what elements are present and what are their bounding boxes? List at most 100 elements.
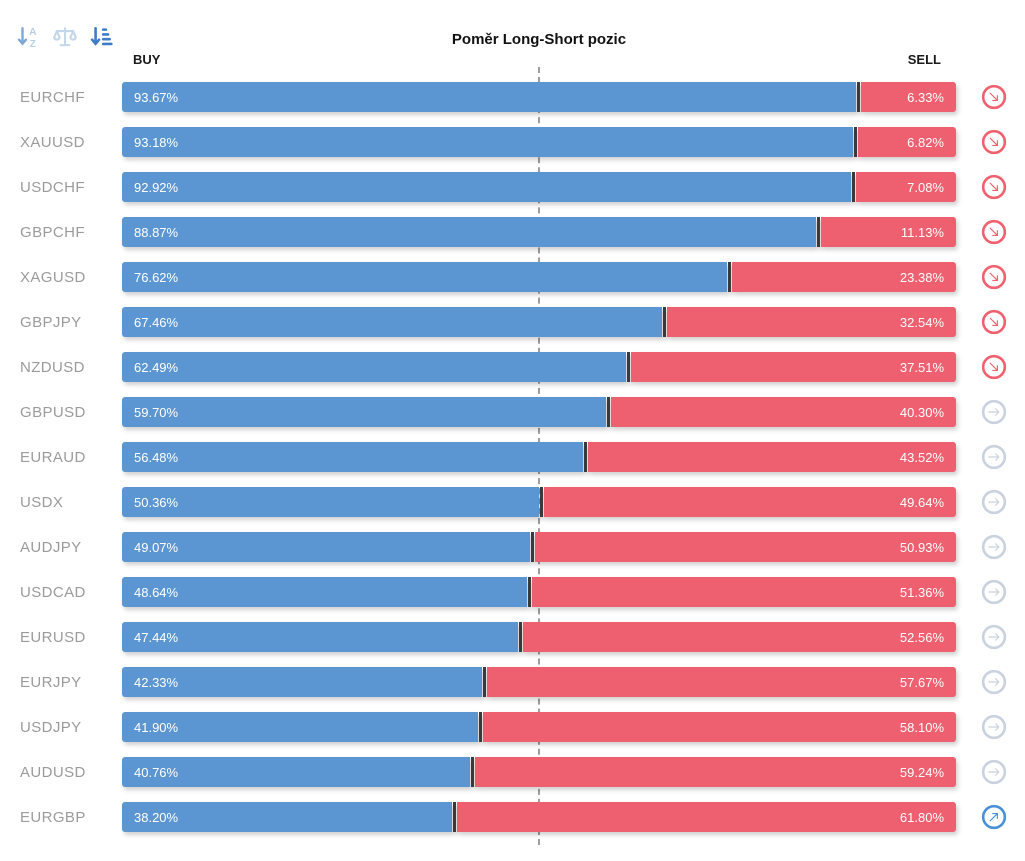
buy-bar-segment: 48.64% (122, 577, 527, 607)
buy-bar-segment: 76.62% (122, 262, 728, 292)
sell-percent-value: 11.13% (900, 224, 944, 240)
sell-bar-segment: 6.33% (861, 82, 956, 112)
bar-divider (519, 622, 523, 652)
long-short-ratio-bar: 59.70% 40.30% (122, 397, 956, 427)
buy-bar-segment: 59.70% (122, 397, 607, 427)
sell-bar-segment: 37.51% (631, 352, 956, 382)
pair-label: USDCAD (20, 583, 86, 601)
sort-alphabetical-icon[interactable]: A Z (16, 24, 42, 50)
buy-bar-segment: 41.90% (122, 712, 479, 742)
sell-percent-value: 57.67% (899, 674, 944, 690)
buy-percent-value: 93.67% (134, 89, 179, 105)
buy-bar-segment: 50.36% (122, 487, 540, 517)
sentiment-row: EURJPY 42.33% 57.67% (0, 667, 1007, 697)
signal-arrow-down-right-icon (981, 219, 1007, 245)
buy-percent-value: 88.87% (134, 224, 179, 240)
long-short-ratio-bar: 40.76% 59.24% (122, 757, 956, 787)
signal-arrow-down-right-icon (981, 84, 1007, 110)
buy-bar-segment: 40.76% (122, 757, 471, 787)
bar-divider (527, 577, 531, 607)
long-short-ratio-bar: 48.64% 51.36% (122, 577, 956, 607)
pair-label: EURGBP (20, 808, 86, 826)
pair-label: NZDUSD (20, 358, 85, 376)
signal-arrow-right-icon (981, 579, 1007, 605)
signal-arrow-right-icon (981, 714, 1007, 740)
pair-label: EURUSD (20, 628, 86, 646)
sentiment-row: XAUUSD 93.18% 6.82% (0, 127, 1007, 157)
buy-bar-segment: 62.49% (122, 352, 627, 382)
buy-bar-segment: 67.46% (122, 307, 662, 337)
pair-label: EURJPY (20, 673, 82, 691)
pair-label: GBPCHF (20, 223, 85, 241)
signal-arrow-right-icon (981, 669, 1007, 695)
buy-percent-value: 42.33% (134, 674, 179, 690)
signal-arrow-up-right-icon (981, 804, 1007, 830)
sell-column-header: SELL (907, 52, 941, 67)
pair-label: AUDJPY (20, 538, 82, 556)
buy-bar-segment: 49.07% (122, 532, 530, 562)
buy-percent-value: 67.46% (134, 314, 179, 330)
sell-bar-segment: 32.54% (666, 307, 956, 337)
sentiment-row: NZDUSD 62.49% 37.51% (0, 352, 1007, 382)
buy-bar-segment: 56.48% (122, 442, 583, 472)
sell-percent-value: 6.33% (907, 89, 944, 105)
sell-percent-value: 58.10% (899, 719, 944, 735)
buy-bar-segment: 93.18% (122, 127, 853, 157)
sell-bar-segment: 50.93% (534, 532, 956, 562)
bar-divider (662, 307, 666, 337)
long-short-ratio-bar: 67.46% 32.54% (122, 307, 956, 337)
bar-divider (851, 172, 855, 202)
signal-arrow-down-right-icon (981, 354, 1007, 380)
pair-label: XAGUSD (20, 268, 86, 286)
sell-bar-segment: 7.08% (855, 172, 956, 202)
sell-bar-segment: 6.82% (857, 127, 956, 157)
pair-label: GBPUSD (20, 403, 86, 421)
signal-arrow-right-icon (981, 489, 1007, 515)
bar-divider (853, 127, 857, 157)
sort-amount-desc-icon[interactable] (88, 24, 114, 50)
sell-bar-segment: 23.38% (732, 262, 956, 292)
long-short-ratio-bar: 38.20% 61.80% (122, 802, 956, 832)
bar-divider (857, 82, 861, 112)
sentiment-row: AUDJPY 49.07% 50.93% (0, 532, 1007, 562)
long-short-ratio-bar: 93.18% 6.82% (122, 127, 956, 157)
sentiment-row: GBPJPY 67.46% 32.54% (0, 307, 1007, 337)
buy-bar-segment: 93.67% (122, 82, 857, 112)
pair-label: GBPJPY (20, 313, 82, 331)
sell-percent-value: 49.64% (899, 494, 944, 510)
sell-bar-segment: 43.52% (587, 442, 956, 472)
signal-arrow-right-icon (981, 444, 1007, 470)
sell-bar-segment: 57.67% (486, 667, 956, 697)
buy-percent-value: 93.18% (134, 134, 179, 150)
buy-percent-value: 49.07% (134, 539, 179, 555)
long-short-ratio-bar: 41.90% 58.10% (122, 712, 956, 742)
buy-bar-segment: 38.20% (122, 802, 452, 832)
sell-percent-value: 52.56% (899, 629, 944, 645)
sell-bar-segment: 49.64% (544, 487, 956, 517)
sentiment-row: EURCHF 93.67% 6.33% (0, 82, 1007, 112)
buy-percent-value: 62.49% (134, 359, 179, 375)
sell-bar-segment: 52.56% (523, 622, 956, 652)
sell-percent-value: 23.38% (899, 269, 944, 285)
sell-percent-value: 40.30% (899, 404, 944, 420)
long-short-ratio-bar: 92.92% 7.08% (122, 172, 956, 202)
bar-divider (479, 712, 483, 742)
sentiment-row: EURAUD 56.48% 43.52% (0, 442, 1007, 472)
long-short-ratio-bar: 62.49% 37.51% (122, 352, 956, 382)
pair-label: EURCHF (20, 88, 85, 106)
sentiment-row: GBPUSD 59.70% 40.30% (0, 397, 1007, 427)
pair-label: USDJPY (20, 718, 82, 736)
sentiment-rows: EURCHF 93.67% 6.33% XAUUSD 93.18% 6.82% USDCHF… (0, 82, 1007, 847)
sell-percent-value: 59.24% (899, 764, 944, 780)
bar-divider (607, 397, 611, 427)
sell-bar-segment: 51.36% (531, 577, 956, 607)
sell-percent-value: 61.80% (899, 809, 944, 825)
signal-arrow-down-right-icon (981, 129, 1007, 155)
buy-column-header: BUY (133, 52, 161, 67)
pair-label: USDCHF (20, 178, 85, 196)
sentiment-row: USDCAD 48.64% 51.36% (0, 577, 1007, 607)
buy-percent-value: 92.92% (134, 179, 179, 195)
balance-scale-icon[interactable] (52, 24, 78, 50)
sell-bar-segment: 40.30% (611, 397, 956, 427)
bar-divider (583, 442, 587, 472)
